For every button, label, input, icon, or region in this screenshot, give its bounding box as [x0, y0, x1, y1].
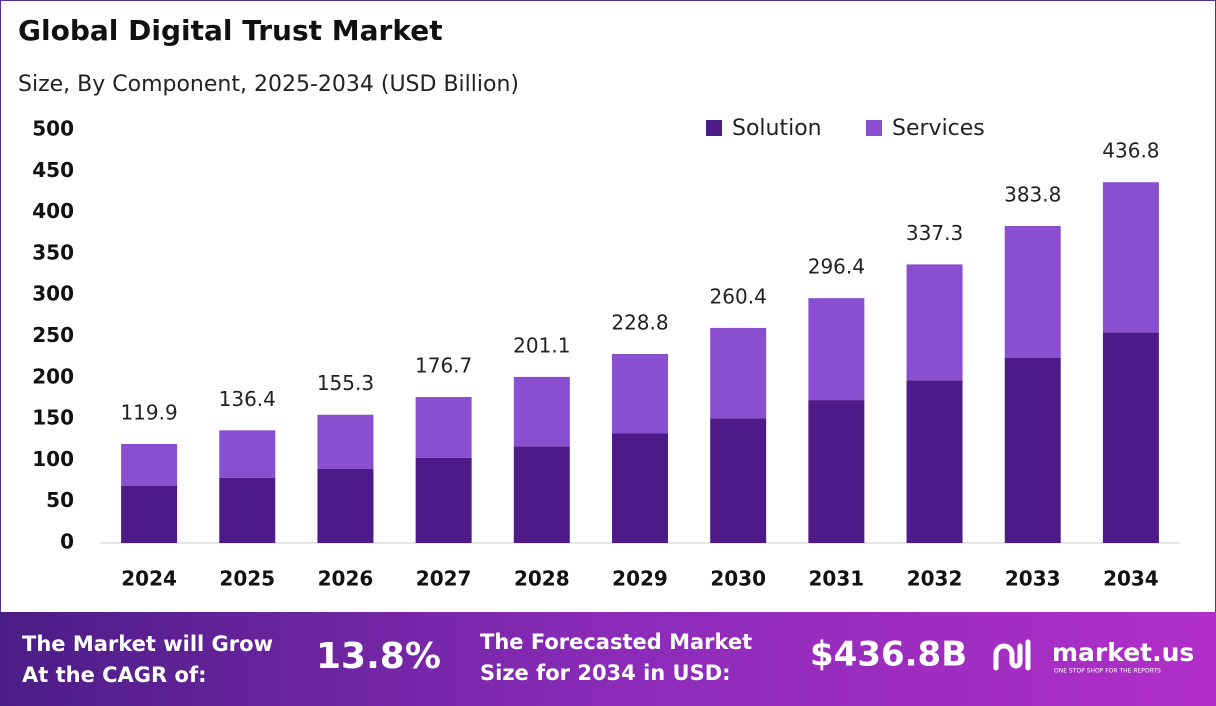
bar-segment	[710, 327, 767, 419]
x-tick-label: 2034	[1103, 567, 1159, 591]
total-label: 436.8	[1102, 139, 1159, 163]
banner-text: Size for 2034 in USD:	[480, 661, 731, 685]
y-tick-label: 450	[32, 158, 74, 182]
bar-segment	[1102, 332, 1159, 543]
bar-segment	[1102, 182, 1159, 333]
banner-value: 13.8%	[316, 636, 441, 677]
logo	[993, 639, 1031, 671]
total-label: 136.4	[219, 387, 276, 411]
total-label: 119.9	[120, 400, 177, 424]
bar-segment	[710, 418, 767, 543]
tagline: ONE STOP SHOP FOR THE REPORTS	[1054, 668, 1161, 675]
legend-swatch	[706, 120, 722, 136]
y-tick-label: 150	[32, 406, 74, 430]
bar-segment	[612, 433, 668, 543]
y-tick-label: 100	[32, 447, 74, 471]
y-tick-label: 200	[32, 364, 74, 388]
legend-swatch	[866, 120, 882, 136]
total-label: 228.8	[611, 311, 668, 335]
banner-text: The Forecasted Market	[480, 630, 752, 654]
bar-segment	[513, 446, 570, 543]
chart-title: Global Digital Trust Market	[18, 14, 443, 47]
bar-segment	[612, 354, 668, 434]
x-tick-label: 2029	[612, 567, 668, 591]
bar-segment	[317, 414, 374, 469]
y-tick-label: 400	[32, 199, 74, 223]
y-tick-label: 0	[60, 530, 74, 554]
total-label: 176.7	[415, 354, 472, 378]
legend-label: Solution	[732, 116, 822, 141]
bar-segment	[808, 298, 865, 401]
total-label: 260.4	[710, 284, 767, 308]
bar-segment	[121, 486, 178, 543]
bar-segment	[906, 264, 963, 381]
x-tick-label: 2025	[219, 567, 275, 591]
x-tick-label: 2031	[809, 567, 865, 591]
bar-segment	[808, 400, 865, 543]
x-tick-label: 2028	[514, 567, 570, 591]
y-tick-label: 500	[32, 117, 74, 141]
bar-segment	[219, 430, 276, 478]
y-tick-label: 50	[46, 488, 74, 512]
total-label: 296.4	[808, 255, 865, 279]
banner-value: $436.8B	[810, 635, 967, 675]
chart-subtitle: Size, By Component, 2025-2034 (USD Billi…	[18, 72, 519, 97]
x-tick-label: 2032	[907, 567, 963, 591]
y-tick-label: 350	[32, 240, 74, 264]
banner	[0, 612, 1216, 706]
total-label: 337.3	[906, 221, 963, 245]
y-tick-label: 250	[32, 323, 74, 347]
total-label: 201.1	[513, 333, 570, 357]
legend-label: Services	[892, 116, 985, 141]
bar-segment	[513, 376, 570, 447]
bar-segment	[415, 457, 472, 543]
bar-segment	[219, 477, 276, 543]
banner-text: The Market will Grow	[22, 632, 273, 656]
x-tick-label: 2033	[1005, 567, 1061, 591]
bar-segment	[317, 468, 374, 543]
bar-segment	[121, 443, 178, 487]
y-tick-label: 300	[32, 282, 74, 306]
x-tick-label: 2030	[710, 567, 766, 591]
x-tick-label: 2026	[318, 567, 374, 591]
banner-text: At the CAGR of:	[22, 663, 207, 687]
bar-segment	[415, 397, 472, 458]
total-label: 383.8	[1004, 182, 1061, 206]
x-tick-label: 2027	[416, 567, 472, 591]
x-tick-label: 2024	[121, 567, 177, 591]
brand: market.us	[1052, 638, 1194, 667]
bar-segment	[1004, 225, 1061, 358]
bar-segment	[1004, 357, 1061, 543]
total-label: 155.3	[317, 371, 374, 395]
bar-segment	[906, 380, 963, 543]
